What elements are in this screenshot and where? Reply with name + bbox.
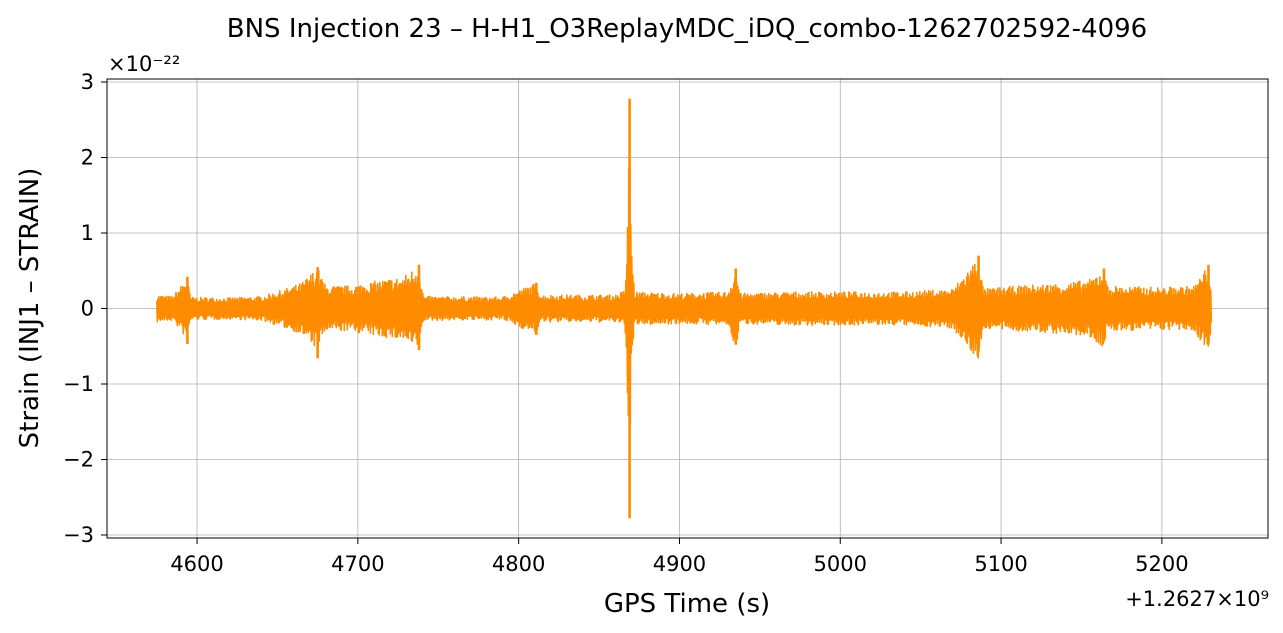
y-tick-label: −1	[63, 372, 94, 396]
x-axis-label: GPS Time (s)	[604, 589, 770, 619]
y-tick-label: −2	[63, 447, 94, 471]
x-tick-label: 5000	[814, 552, 867, 576]
y-axis-label: Strain (INJ1 – STRAIN)	[15, 168, 45, 449]
y-tick-label: 1	[81, 221, 94, 245]
y-tick-label: −3	[63, 523, 94, 547]
y-scale-label: ×10⁻²²	[108, 52, 180, 76]
chart-title: BNS Injection 23 – H-H1_O3ReplayMDC_iDQ_…	[227, 14, 1147, 44]
y-tick-label: 3	[81, 70, 94, 94]
x-tick-label: 4800	[492, 552, 545, 576]
x-axis-ticks: 4600 4700 4800 4900 5000 5100 5200	[170, 538, 1189, 576]
x-tick-label: 4700	[331, 552, 384, 576]
x-tick-label: 5200	[1135, 552, 1188, 576]
y-tick-label: 0	[81, 297, 94, 321]
y-axis-ticks: −3 −2 −1 0 1 2 3	[63, 70, 107, 547]
x-tick-label: 4900	[653, 552, 706, 576]
x-offset-label: +1.2627×10⁹	[1125, 587, 1269, 611]
x-tick-label: 4600	[170, 552, 223, 576]
strain-line	[156, 166, 1213, 425]
y-tick-label: 2	[81, 146, 94, 170]
x-tick-label: 5100	[974, 552, 1027, 576]
strain-series	[156, 98, 1213, 519]
